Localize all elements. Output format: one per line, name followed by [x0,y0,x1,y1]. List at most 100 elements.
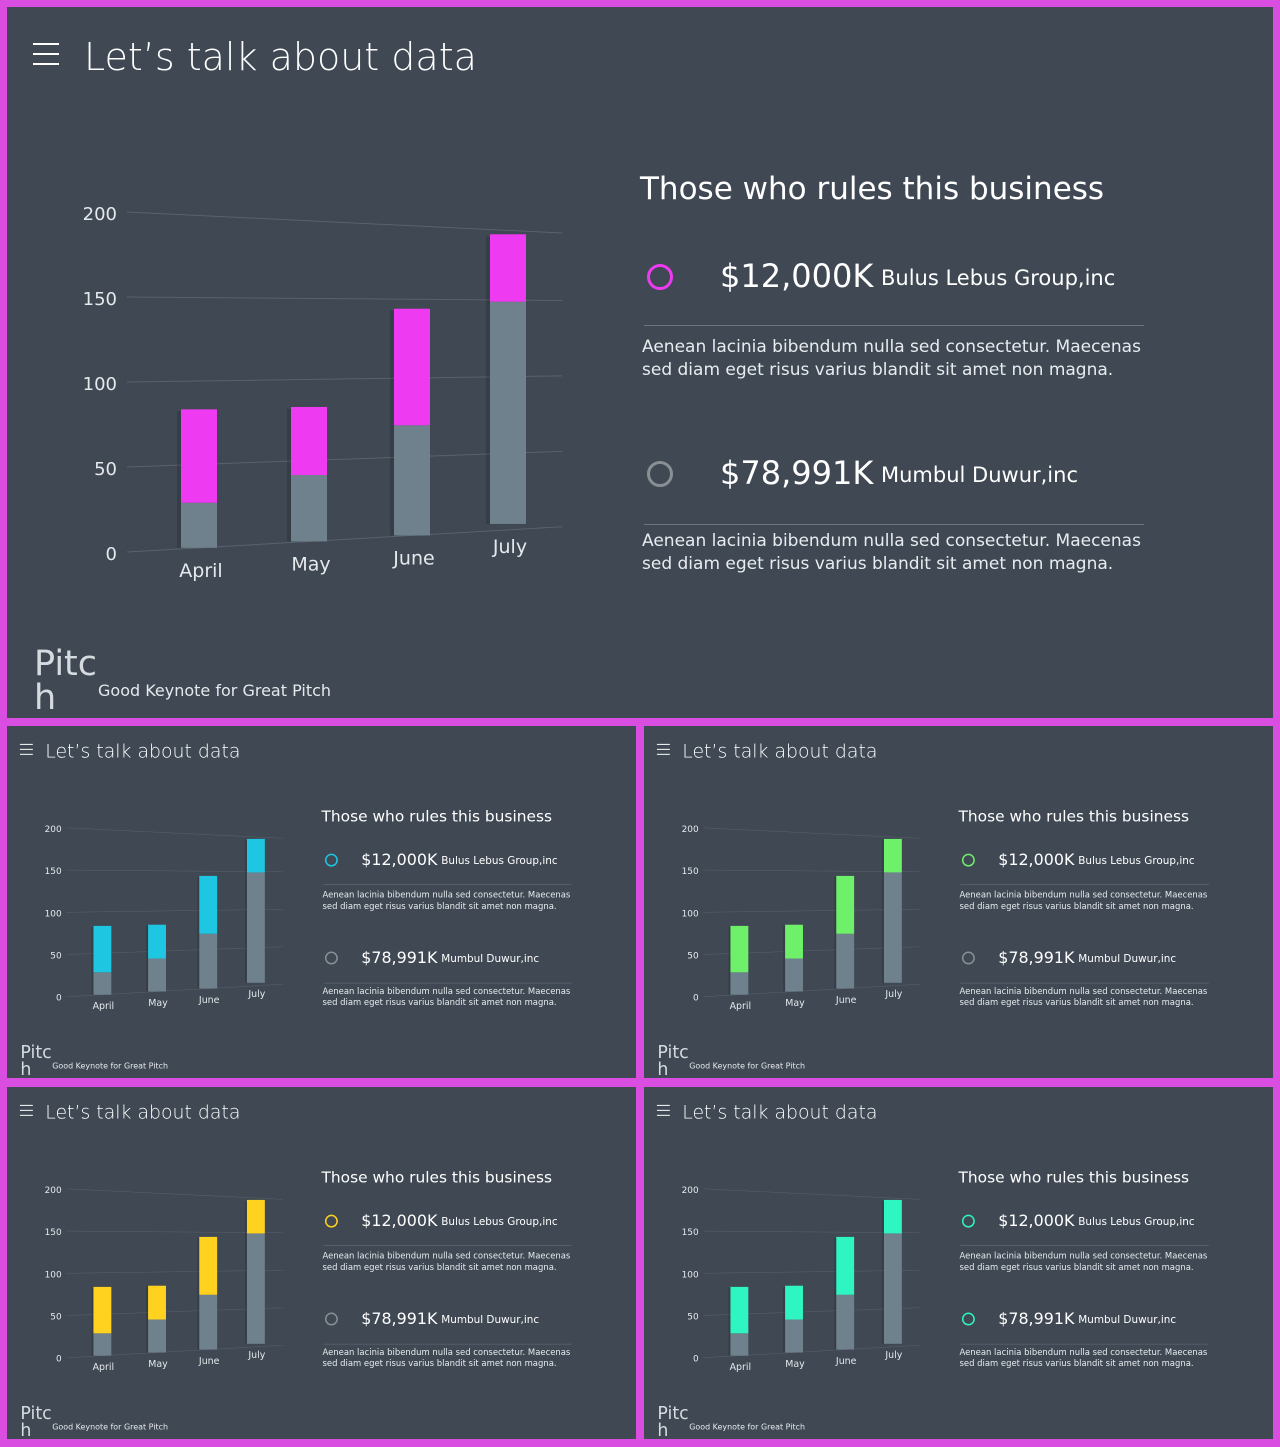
company-2-name: Mumbul Duwur,inc [1078,1313,1177,1326]
divider [644,524,1144,525]
slide-content: Let’s talk about data 0 50 100 150 200 April M… [644,726,1273,1078]
company-1-name: Bulus Lebus Group,inc [441,854,558,867]
bar-base-may [148,958,166,992]
menu-icon[interactable] [33,43,59,65]
bar-top-april [730,925,749,973]
y-tick-label: 0 [56,1355,62,1365]
bar-shadow [390,310,395,536]
bar-base-may [291,475,327,542]
bar-top-july [883,838,902,873]
company-1-circle-icon [961,1214,975,1228]
bar-base-june [199,933,218,989]
menu-icon[interactable] [19,743,33,755]
slide-title: Let’s talk about data [45,1100,241,1123]
bar-shadow [197,1237,200,1350]
business-heading: Those who rules this business [321,1168,553,1187]
bar-chart: 0 50 100 150 200 April May June July [83,204,563,582]
brand-name: Pitch [34,644,98,718]
bar-top-june [836,1236,855,1295]
x-tick-label: July [247,1350,265,1361]
company-1-description: Aenean lacinia bibendum nulla sed consec… [959,1250,1208,1273]
company-2-description: Aenean lacinia bibendum nulla sed consec… [959,1347,1208,1369]
divider [644,325,1144,326]
x-tick-label: June [835,1356,857,1367]
y-tick-label: 50 [50,1313,62,1323]
company-2-name: Mumbul Duwur,inc [881,463,1078,487]
gridline [703,1270,920,1274]
bar-shadow [728,1287,731,1356]
bar-shadow [834,876,837,989]
bar-top-april [730,1286,749,1334]
menu-icon[interactable] [656,743,670,755]
bar-base-july [246,872,265,983]
gridline [703,869,920,873]
y-tick-label: 150 [682,867,699,877]
company-1-name: Bulus Lebus Group,inc [1078,1215,1195,1228]
gridline [66,909,283,913]
menu-icon[interactable] [19,1104,33,1116]
y-tick-label: 0 [693,1355,699,1365]
bar-base-april [730,1333,749,1356]
bar-shadow [783,925,786,992]
x-tick-label: May [785,998,805,1009]
y-tick-label: 150 [682,1228,699,1238]
x-tick-label: April [179,560,222,582]
company-2-circle-icon [324,1312,338,1326]
gridline [126,375,563,383]
company-2-description: Aenean lacinia bibendum nulla sed consec… [642,531,1141,574]
slide-content: Let’s talk about data 0 50 100 150 200 April M… [7,726,636,1078]
y-tick-label: 50 [50,952,62,962]
bar-shadow [146,925,149,992]
y-tick-label: 150 [83,289,117,310]
slide-content: Let’s talk about data 0 50 100 150 200 April M… [7,7,1273,718]
bar-shadow [244,839,248,983]
company-2-amount: $78,991K [720,454,874,492]
brand-name: Pitch [657,1042,689,1078]
bar-base-june [836,933,855,989]
menu-icon[interactable] [656,1104,670,1116]
bar-base-may [148,1319,166,1353]
x-tick-label: April [93,1001,115,1012]
y-tick-label: 0 [56,994,62,1004]
bar-base-april [181,502,217,548]
company-1-amount: $12,000K [998,850,1075,870]
bar-base-july [883,1233,902,1344]
bar-top-april [181,409,217,503]
gridline [66,827,283,839]
bar-base-june [394,425,430,536]
slide-title: Let’s talk about data [682,739,878,762]
bar-top-july [883,1199,902,1234]
business-heading: Those who rules this business [958,1168,1190,1187]
bar-shadow [287,408,292,542]
company-1-description: Aenean lacinia bibendum nulla sed consec… [642,337,1141,380]
x-tick-label: April [730,1362,752,1373]
bar-top-april [93,925,112,973]
slide-title: Let’s talk about data [45,739,241,762]
bar-base-june [199,1294,218,1350]
gridline [703,827,920,839]
gridline [66,869,283,873]
x-tick-label: June [392,547,434,569]
x-tick-label: May [148,1359,168,1370]
brand-name: Pitch [657,1403,689,1439]
y-tick-label: 50 [687,1313,699,1323]
slide-variant-yellow: Let’s talk about data 0 50 100 150 200 April M… [7,1087,636,1439]
bar-top-july [490,234,526,302]
company-1-description: Aenean lacinia bibendum nulla sed consec… [959,889,1208,912]
brand-tagline: Good Keynote for Great Pitch [689,1060,805,1071]
gridline [66,1270,283,1274]
bar-base-may [785,958,803,992]
company-2-name: Mumbul Duwur,inc [441,952,540,965]
company-1-amount: $12,000K [998,1211,1075,1231]
company-2-amount: $78,991K [998,1309,1075,1328]
bar-shadow [834,1237,837,1350]
company-1-name: Bulus Lebus Group,inc [1078,854,1195,867]
company-2-amount: $78,991K [361,1309,438,1328]
x-tick-label: July [884,1350,902,1361]
y-tick-label: 100 [45,1270,62,1280]
x-tick-label: April [730,1001,752,1012]
business-heading: Those who rules this business [640,171,1105,207]
y-tick-label: 200 [682,825,699,835]
bar-top-june [836,875,855,934]
company-2-circle-icon [647,461,673,487]
